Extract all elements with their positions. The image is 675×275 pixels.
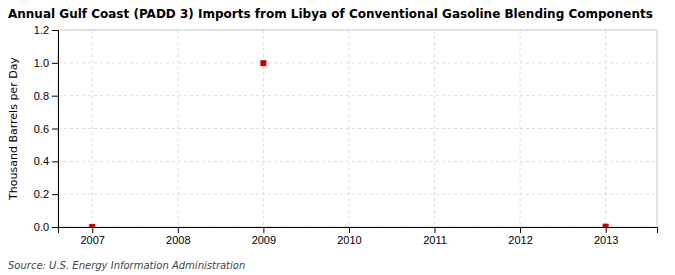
y-axis-label: Thousand Barrels per Day: [7, 57, 20, 201]
grid-line: [58, 128, 657, 129]
tick: 1.0: [34, 57, 58, 69]
tick: 2012: [508, 227, 532, 246]
tick: 0.6: [34, 123, 58, 135]
point: [603, 224, 609, 227]
grid-line: [92, 30, 93, 227]
tick-mark: [520, 227, 521, 233]
tick-label: 1.2: [34, 24, 49, 36]
grid-line: [58, 161, 657, 162]
tick-mark: [178, 227, 179, 233]
tick-label: 2010: [337, 234, 361, 246]
plot-frame: [58, 30, 657, 227]
tick: 2009: [252, 227, 276, 246]
tick-label: 2008: [166, 234, 190, 246]
tick-mark: [263, 227, 264, 233]
tick: 0.8: [34, 90, 58, 102]
point: [89, 224, 95, 227]
tick-mark: [52, 63, 58, 64]
tick: 2008: [166, 227, 190, 246]
marks: [89, 60, 608, 227]
plot: 2007 2008 2009 2010 2011 2012 2013 0.0 0.2 0.4 0.6…: [34, 24, 658, 246]
tick-mark: [435, 227, 436, 233]
tick-mark: [92, 227, 93, 233]
tick-mark: [349, 227, 350, 233]
tick: 0.2: [34, 188, 58, 200]
tick: 2011: [423, 227, 447, 246]
tick-label: 2011: [423, 234, 447, 246]
tick-label: 0.4: [34, 155, 49, 167]
chart: 2007 2008 2009 2010 2011 2012 2013 0.0 0.2 0.4 0.6…: [0, 0, 675, 275]
tick-label: 2013: [594, 234, 618, 246]
tick: 0.0: [34, 221, 58, 233]
grid-line: [58, 95, 657, 96]
tick-label: 0.2: [34, 188, 49, 200]
axis-line: [59, 228, 658, 234]
tick-label: 0.6: [34, 123, 49, 135]
x-axis: 2007 2008 2009 2010 2011 2012 2013: [59, 227, 658, 246]
tick-label: 2009: [252, 234, 276, 246]
tick: 0.4: [34, 155, 58, 167]
y-axis: 0.0 0.2 0.4 0.6 0.8 1.0 1.2: [34, 24, 59, 233]
grid-line: [58, 194, 657, 195]
title: Annual Gulf Coast (PADD 3) Imports from …: [8, 7, 653, 21]
tick-mark: [52, 129, 58, 130]
tick-mark: [52, 161, 58, 162]
tick-label: 2007: [80, 234, 104, 246]
tick-mark: [52, 30, 58, 31]
tick: 2007: [80, 227, 104, 246]
tick: 1.2: [34, 24, 58, 36]
grid-line: [58, 62, 657, 63]
tick-mark: [52, 194, 58, 195]
point: [260, 60, 266, 66]
tick-label: 0.0: [34, 221, 49, 233]
grid: [58, 30, 657, 227]
tick: 2013: [594, 227, 618, 246]
tick-label: 0.8: [34, 90, 49, 102]
tick-label: 1.0: [34, 57, 49, 69]
tick-mark: [52, 96, 58, 97]
grid-line: [434, 30, 435, 227]
tick-mark: [52, 227, 58, 228]
axis-line: [52, 31, 59, 228]
tick-label: 2012: [508, 234, 532, 246]
tick-mark: [606, 227, 607, 233]
tick: 2010: [337, 227, 361, 246]
source: Source: U.S. Energy Information Administ…: [8, 260, 245, 271]
